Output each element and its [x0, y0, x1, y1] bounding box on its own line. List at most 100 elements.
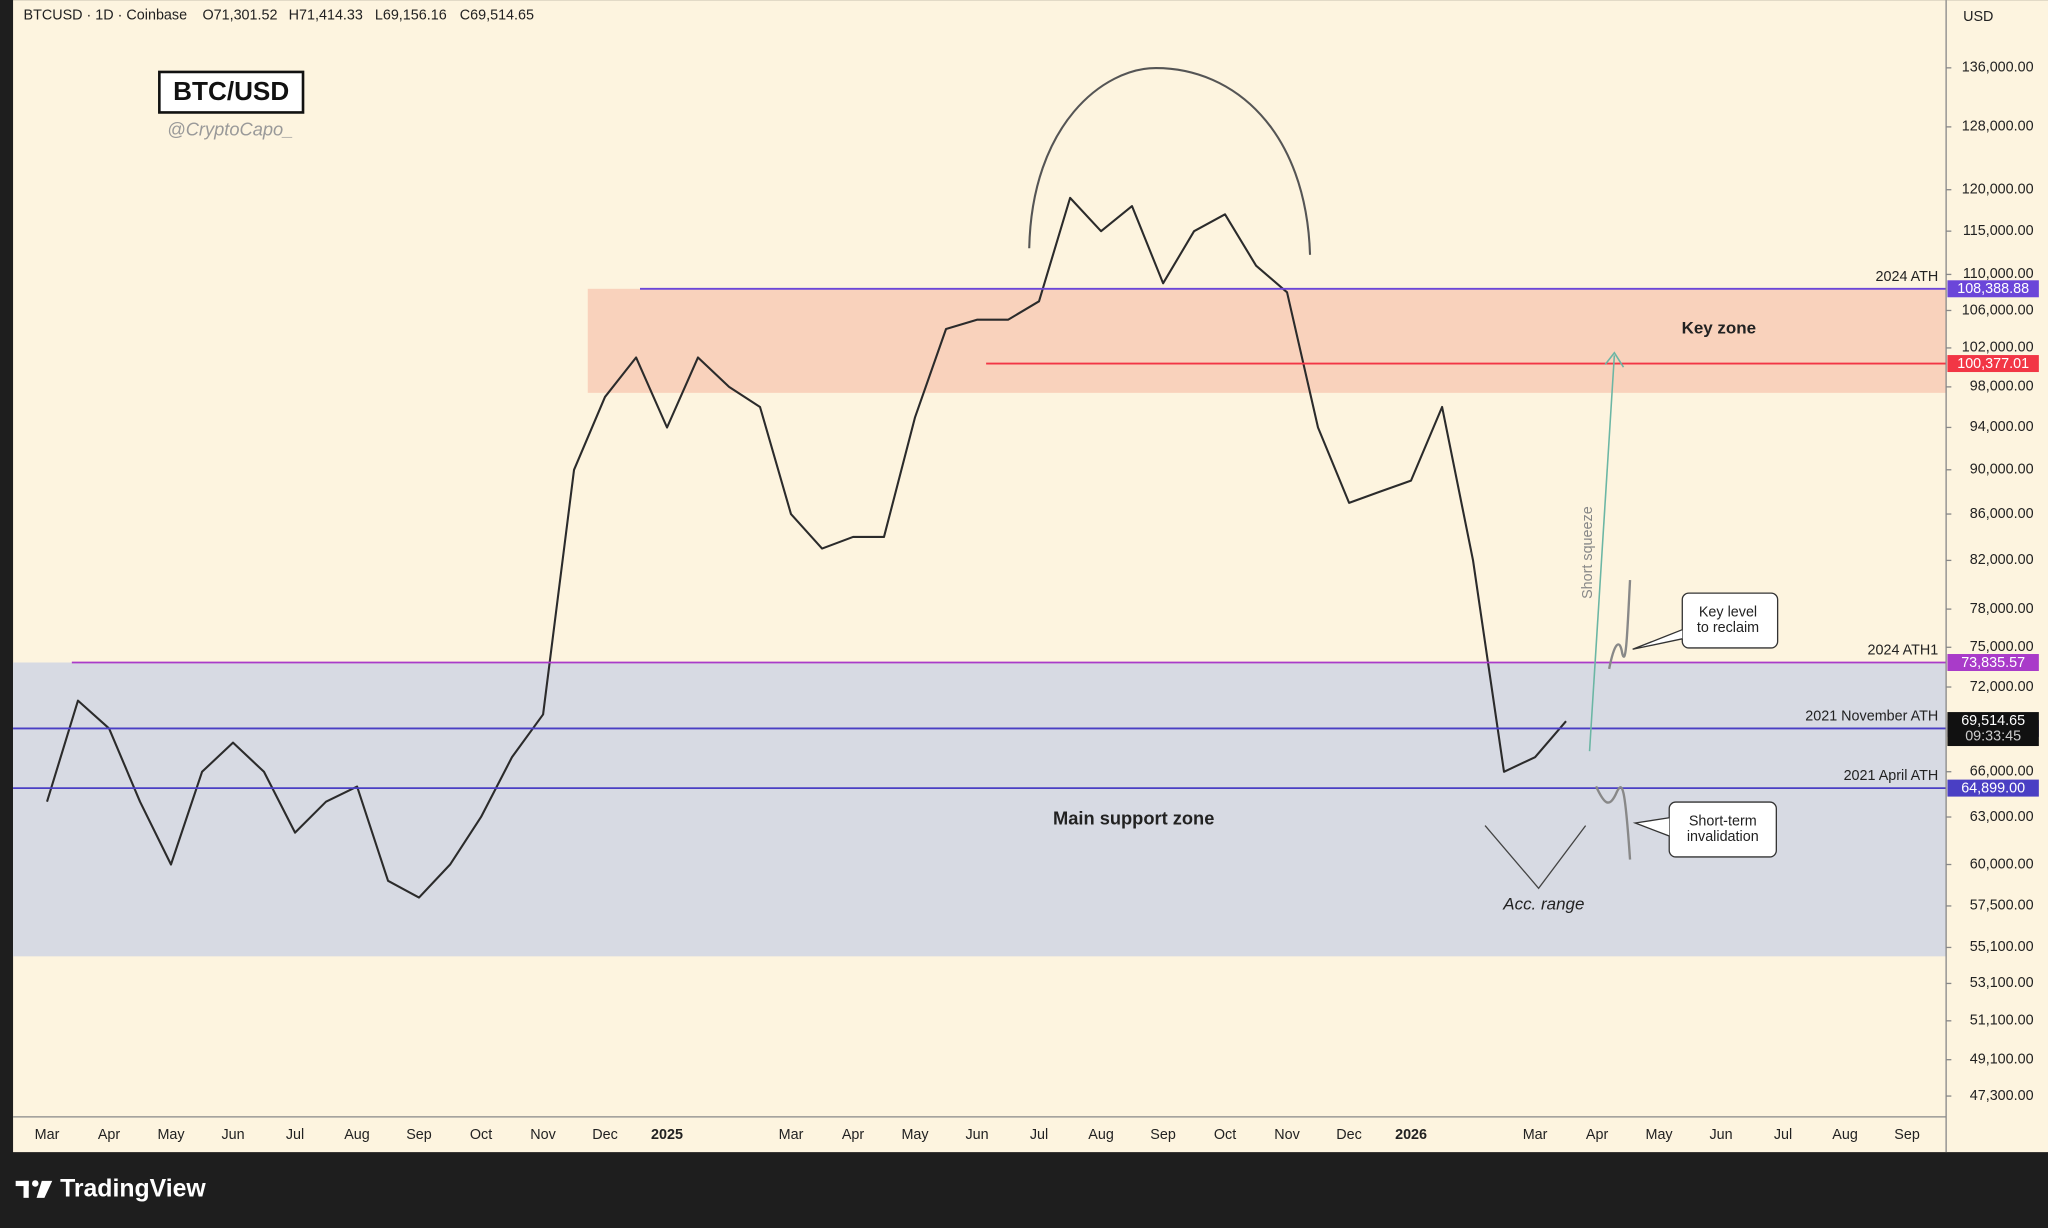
price-badge-label: 108,388.88: [1957, 281, 2029, 297]
chart-title: BTC/USD: [173, 76, 289, 106]
x-tick-label: Aug: [1088, 1127, 1114, 1143]
x-tick-label: Jul: [286, 1127, 304, 1143]
callout-text: Key level: [1699, 604, 1757, 620]
x-tick-label: Jul: [1774, 1127, 1792, 1143]
callout-box: [1681, 592, 1779, 649]
x-tick-label: Apr: [98, 1127, 121, 1143]
y-tick-label: 60,000.00: [1970, 856, 2034, 872]
y-tick-label: 53,100.00: [1970, 975, 2034, 991]
author: @CryptoCapo_: [167, 119, 293, 140]
y-tick-label: 94,000.00: [1970, 419, 2034, 435]
zone: [13, 662, 1947, 957]
callout-text: Short-term: [1689, 813, 1757, 829]
x-tick-label: Dec: [592, 1127, 618, 1143]
currency: USD: [1963, 9, 1993, 25]
price-badge: [1947, 280, 2039, 298]
x-tick-label: Sep: [1150, 1127, 1176, 1143]
callout-text: to reclaim: [1697, 620, 1759, 636]
x-tick-label: Nov: [1274, 1127, 1300, 1143]
symbol: BTCUSD · 1D · Coinbase: [24, 8, 188, 24]
countdown: 09:33:45: [1965, 729, 2021, 745]
x-tick-label: May: [157, 1127, 185, 1143]
acc-range-label: Acc. range: [1502, 895, 1584, 914]
x-tick-label: Dec: [1336, 1127, 1362, 1143]
x-tick-label: Mar: [35, 1127, 60, 1143]
x-tick-label: Aug: [344, 1127, 370, 1143]
level-label: 2021 November ATH: [1805, 708, 1938, 724]
logo-mark: [36, 1180, 53, 1198]
x-tick-label: Mar: [779, 1127, 804, 1143]
y-tick-label: 55,100.00: [1970, 939, 2034, 955]
x-tick-label: Mar: [1523, 1127, 1548, 1143]
x-tick-label: Jun: [1709, 1127, 1732, 1143]
callout-pointer: [1632, 629, 1683, 650]
ohlc: L69,156.16: [375, 8, 447, 24]
logo-mark: [32, 1180, 39, 1187]
ohlc: C69,514.65: [460, 8, 534, 24]
squeeze-arrow: [1588, 355, 1616, 752]
x-tick-label: Jul: [1030, 1127, 1048, 1143]
x-tick-label: May: [1645, 1127, 1673, 1143]
logo: TradingView: [15, 1176, 206, 1203]
y-tick-label: 128,000.00: [1962, 119, 2034, 135]
x-tick-label: Nov: [530, 1127, 556, 1143]
y-tick-label: 49,100.00: [1970, 1051, 2034, 1067]
callout-text: invalidation: [1687, 829, 1759, 845]
y-tick-label: 102,000.00: [1962, 340, 2034, 356]
ohlc: H71,414.33: [289, 8, 363, 24]
x-tick-label: 2026: [1395, 1127, 1427, 1143]
y-tick-label: 106,000.00: [1962, 302, 2034, 318]
y-tick-label: 86,000.00: [1970, 506, 2034, 522]
price-badge-label: 100,377.01: [1957, 356, 2029, 372]
level-label: 2024 ATH1: [1868, 643, 1939, 659]
plot: Key zone Main support zone 2024 ATH 2024 AT…: [13, 196, 1947, 899]
last-price-label: 69,514.65: [1961, 713, 2025, 729]
x-tick-label: Oct: [470, 1127, 492, 1143]
y-tick-label: 47,300.00: [1970, 1088, 2034, 1104]
zone-label: Key zone: [1682, 319, 1757, 338]
x-tick-label: Jun: [221, 1127, 244, 1143]
x-tick-label: Jun: [965, 1127, 988, 1143]
short-squeeze-label: Short squeeze: [1580, 506, 1596, 599]
rounded-top-arc: [1028, 66, 1312, 255]
acc-range-v: [1484, 825, 1587, 890]
price-badge: [1947, 779, 2039, 797]
price-badge: [1947, 654, 2039, 671]
zone: [587, 288, 1947, 393]
price-badge-label: 73,835.57: [1961, 655, 2025, 671]
x-tick-label: Apr: [842, 1127, 865, 1143]
x-tick-label: 2025: [651, 1127, 683, 1143]
axes: 136,000.00 128,000.00 120,000.00 115,000.00…: [35, 60, 2039, 1143]
y-tick-label: 98,000.00: [1970, 379, 2034, 395]
arrow-head: [1604, 351, 1625, 368]
logo-mark: [23, 1180, 29, 1198]
logo-mark: [15, 1180, 29, 1187]
zones: [13, 288, 1947, 957]
invalidation-squiggle: [1595, 785, 1632, 860]
price-line: [46, 196, 1567, 899]
price-badge-label: 64,899.00: [1961, 781, 2025, 797]
ohlc: O71,301.52: [202, 8, 277, 24]
y-tick-label: 90,000.00: [1970, 462, 2034, 478]
y-tick-label: 136,000.00: [1962, 60, 2034, 76]
plot-background: [13, 0, 2048, 1153]
title-box: [158, 70, 305, 114]
brand: TradingView: [60, 1176, 206, 1203]
last-price-badge: [1947, 712, 2039, 747]
y-tick-label: 72,000.00: [1970, 679, 2034, 695]
level-label: 2021 April ATH: [1844, 768, 1939, 784]
x-tick-label: Sep: [406, 1127, 432, 1143]
x-tick-label: Aug: [1832, 1127, 1858, 1143]
y-tick-label: 51,100.00: [1970, 1013, 2034, 1029]
price-badge: [1947, 355, 2039, 373]
y-tick-label: 75,000.00: [1970, 639, 2034, 655]
reclaim-squiggle: [1607, 579, 1632, 670]
y-tick-label: 78,000.00: [1970, 601, 2034, 617]
y-tick-label: 115,000.00: [1963, 223, 2034, 239]
x-tick-label: Apr: [1586, 1127, 1609, 1143]
y-tick-label: 82,000.00: [1970, 552, 2034, 568]
level-label: 2024 ATH: [1875, 269, 1938, 285]
x-tick-label: Sep: [1894, 1127, 1920, 1143]
y-tick-label: 63,000.00: [1970, 809, 2034, 825]
